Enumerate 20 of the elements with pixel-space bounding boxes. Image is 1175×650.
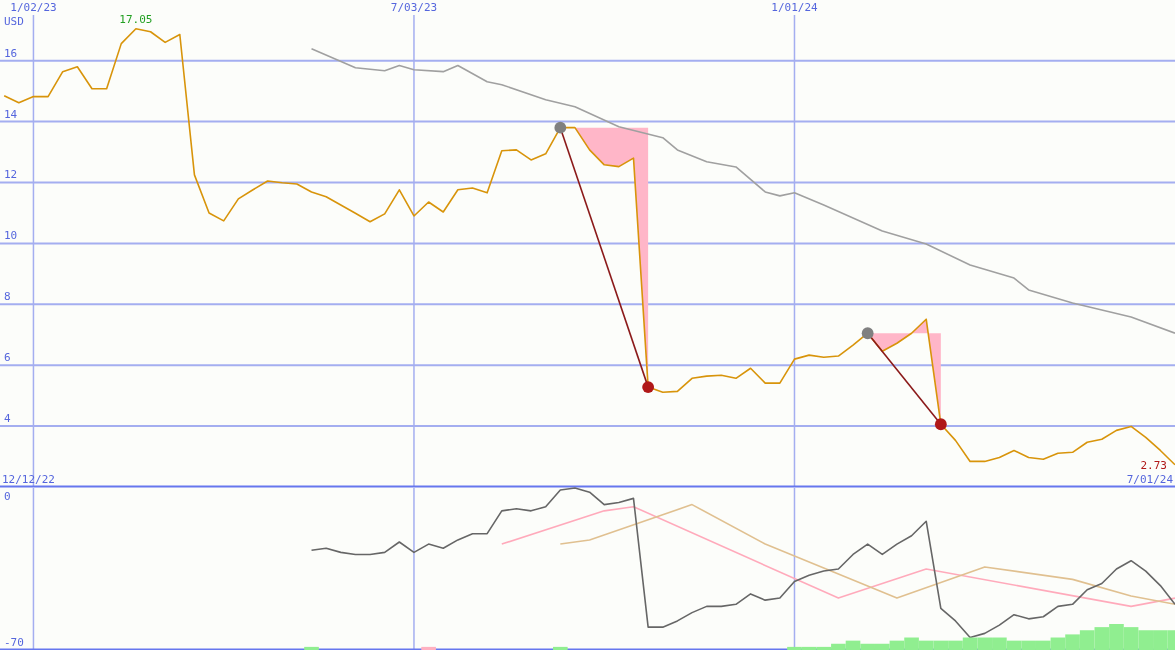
y-tick-label: 14 (4, 107, 18, 121)
y-tick-label: 6 (4, 351, 11, 365)
annotation: 7/01/24 (1126, 473, 1174, 486)
y-tick-label: -70 (4, 635, 24, 649)
y-tick-label: 8 (4, 290, 11, 304)
y-tick-label: 0 (4, 490, 11, 504)
annotation: 12/12/22 (2, 473, 55, 486)
bar (553, 646, 568, 650)
annotation: 17.05 (119, 12, 153, 26)
y-tick-label: 10 (4, 229, 18, 243)
annotation: 2.73 (1140, 458, 1167, 472)
bar (421, 646, 436, 650)
y-tick-label: 4 (4, 412, 11, 426)
bar (304, 646, 319, 650)
y-tick-label: 12 (4, 168, 18, 182)
x-tick-label: 1/02/23 (10, 1, 57, 14)
x-tick-label: 1/01/24 (771, 1, 819, 14)
y-axis-title: USD (4, 15, 24, 28)
y-tick-label: 16 (4, 46, 18, 60)
x-tick-label: 7/03/23 (390, 1, 438, 14)
